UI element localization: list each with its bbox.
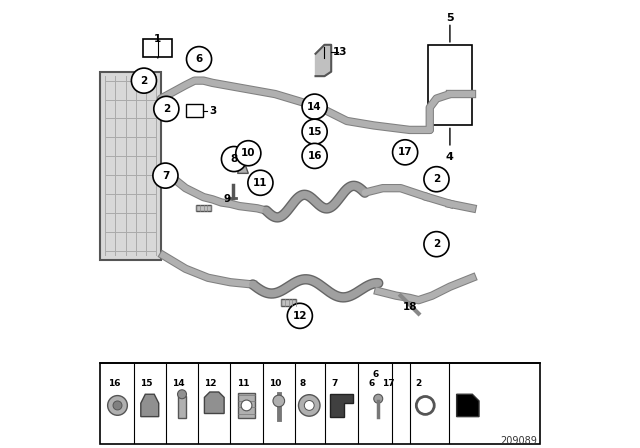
Bar [428,45,472,125]
Polygon shape [141,394,159,417]
Bar [179,396,186,418]
Circle shape [108,396,127,415]
Text: 2: 2 [140,76,148,86]
Text: 14: 14 [307,102,322,112]
Text: 11: 11 [253,178,268,188]
Text: 9: 9 [224,194,231,204]
Circle shape [302,94,327,119]
Polygon shape [457,394,479,417]
Circle shape [273,395,285,407]
Polygon shape [237,159,248,173]
Text: 7: 7 [162,171,169,181]
Text: 12: 12 [292,311,307,321]
Circle shape [424,167,449,192]
Circle shape [302,143,327,168]
Circle shape [241,400,252,411]
Circle shape [392,140,418,165]
Bar [196,205,211,211]
Circle shape [248,170,273,195]
Text: 5: 5 [446,13,454,23]
Circle shape [186,47,212,72]
Bar [239,393,255,418]
Text: 2: 2 [163,104,170,114]
Text: 11: 11 [237,379,249,388]
Text: 7: 7 [332,379,338,388]
Text: 15: 15 [307,127,322,137]
Circle shape [417,396,435,414]
Text: 17: 17 [382,379,394,388]
Circle shape [177,390,186,399]
Circle shape [236,141,261,166]
Text: 6: 6 [373,370,379,379]
Text: 3: 3 [209,106,216,116]
Circle shape [302,119,327,144]
Text: 13: 13 [333,47,348,56]
Circle shape [154,96,179,121]
Text: 16: 16 [307,151,322,161]
Circle shape [298,395,320,416]
Circle shape [374,394,383,403]
Polygon shape [330,394,353,417]
Text: 209089: 209089 [500,436,538,446]
Circle shape [113,401,122,410]
Polygon shape [204,392,224,414]
Text: 2: 2 [433,239,440,249]
Text: 8: 8 [300,379,306,388]
Circle shape [305,401,314,410]
Polygon shape [316,45,332,76]
Text: 8: 8 [230,154,237,164]
Circle shape [424,232,449,257]
Text: 1: 1 [154,34,161,43]
Circle shape [287,303,312,328]
Bar [282,299,296,306]
Text: 10: 10 [269,379,282,388]
Text: 4: 4 [446,152,454,162]
Text: 6: 6 [195,54,203,64]
Circle shape [131,68,157,93]
Text: 6: 6 [369,379,374,388]
Circle shape [221,146,246,172]
Text: 2: 2 [415,379,422,388]
Circle shape [153,163,178,188]
Text: 2: 2 [433,174,440,184]
Text: 12: 12 [204,379,217,388]
Text: 15: 15 [140,379,152,388]
Bar [186,104,203,117]
Text: 16: 16 [108,379,120,388]
Bar [100,363,540,444]
FancyBboxPatch shape [100,72,161,260]
Text: 17: 17 [398,147,412,157]
Bar [143,39,172,57]
Text: 14: 14 [172,379,185,388]
Text: 10: 10 [241,148,255,158]
Text: 18: 18 [403,302,417,312]
